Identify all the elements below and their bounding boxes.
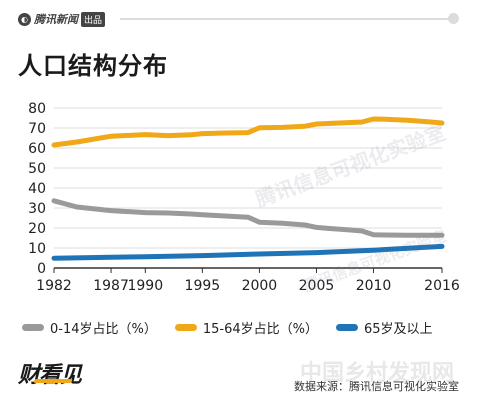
footer-logo: 财看见 — [18, 363, 82, 388]
legend-swatch-elderly — [336, 324, 358, 331]
header-rule-dot — [448, 13, 459, 24]
y-tick-label: 30 — [28, 201, 46, 217]
y-tick-label: 40 — [28, 181, 46, 197]
tencent-news-logo-icon: ◐ — [18, 12, 31, 26]
legend-item-working: 15-64岁占比（%） — [174, 318, 318, 337]
footer-logo-accent — [33, 379, 73, 383]
y-tick-label: 20 — [28, 221, 46, 237]
y-tick-label: 60 — [28, 141, 46, 157]
legend-label-working: 15-64岁占比（%） — [202, 322, 318, 337]
x-tick-label: 1995 — [185, 278, 221, 294]
chart-title: 人口结构分布 — [18, 52, 168, 80]
y-tick-label: 70 — [28, 121, 46, 137]
series-line-working — [51, 116, 445, 148]
y-tick-label: 10 — [28, 241, 46, 257]
brand: ◐ 腾讯新闻 出品 — [18, 10, 106, 28]
x-tick-label: 1982 — [36, 278, 72, 294]
legend-label-youth: 0-14岁占比（%） — [50, 322, 157, 337]
x-tick-label: 2000 — [242, 278, 278, 294]
y-tick-label: 0 — [37, 261, 46, 277]
x-tick-label: 1990 — [127, 278, 163, 294]
chart-legend: 0-14岁占比（%） 15-64岁占比（%） 65岁及以上 — [22, 318, 433, 337]
header-bar: ◐ 腾讯新闻 出品 — [0, 0, 481, 34]
legend-item-youth: 0-14岁占比（%） — [22, 318, 157, 337]
header-rule — [120, 18, 450, 20]
legend-item-elderly: 65岁及以上 — [336, 318, 433, 337]
y-tick-label: 50 — [28, 161, 46, 177]
x-tick-label: 1987 — [93, 278, 129, 294]
data-source: 数据来源：腾讯信息可视化实验室 — [294, 380, 459, 393]
series-line-elderly — [51, 243, 445, 261]
brand-badge: 出品 — [81, 11, 106, 27]
legend-swatch-youth — [22, 324, 44, 331]
y-tick-label: 80 — [28, 101, 46, 117]
legend-swatch-working — [174, 324, 197, 331]
brand-name: 腾讯新闻 — [34, 13, 78, 26]
series-line-youth — [51, 198, 445, 238]
x-tick-label: 2016 — [424, 278, 460, 294]
x-tick-label: 2010 — [356, 278, 392, 294]
legend-label-elderly: 65岁及以上 — [364, 322, 433, 337]
x-tick-label: 2005 — [299, 278, 335, 294]
